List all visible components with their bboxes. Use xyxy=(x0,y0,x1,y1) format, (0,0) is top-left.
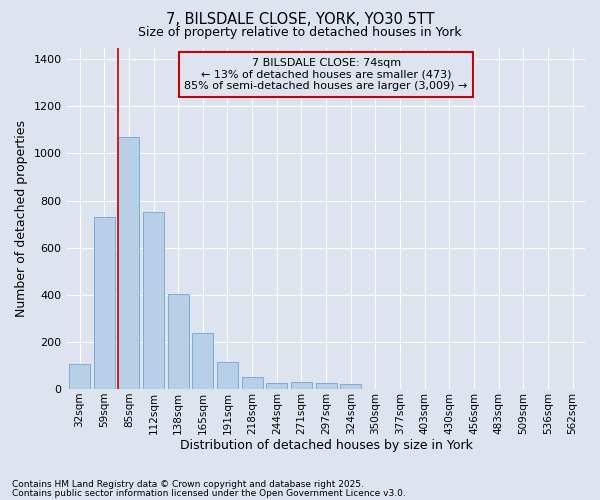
Bar xyxy=(94,217,115,389)
Bar xyxy=(143,212,164,389)
Bar xyxy=(168,294,188,389)
Bar xyxy=(242,378,263,389)
Bar xyxy=(291,382,312,389)
Text: Contains HM Land Registry data © Crown copyright and database right 2025.: Contains HM Land Registry data © Crown c… xyxy=(12,480,364,489)
Text: Contains public sector information licensed under the Open Government Licence v3: Contains public sector information licen… xyxy=(12,488,406,498)
Bar xyxy=(217,362,238,389)
Bar xyxy=(316,383,337,389)
Text: 7, BILSDALE CLOSE, YORK, YO30 5TT: 7, BILSDALE CLOSE, YORK, YO30 5TT xyxy=(166,12,434,28)
Text: 7 BILSDALE CLOSE: 74sqm
← 13% of detached houses are smaller (473)
85% of semi-d: 7 BILSDALE CLOSE: 74sqm ← 13% of detache… xyxy=(184,58,468,91)
Y-axis label: Number of detached properties: Number of detached properties xyxy=(15,120,28,317)
X-axis label: Distribution of detached houses by size in York: Distribution of detached houses by size … xyxy=(179,440,473,452)
Bar xyxy=(69,364,90,389)
Bar xyxy=(193,332,214,389)
Bar xyxy=(118,137,139,389)
Bar xyxy=(340,384,361,389)
Bar xyxy=(266,383,287,389)
Text: Size of property relative to detached houses in York: Size of property relative to detached ho… xyxy=(138,26,462,39)
